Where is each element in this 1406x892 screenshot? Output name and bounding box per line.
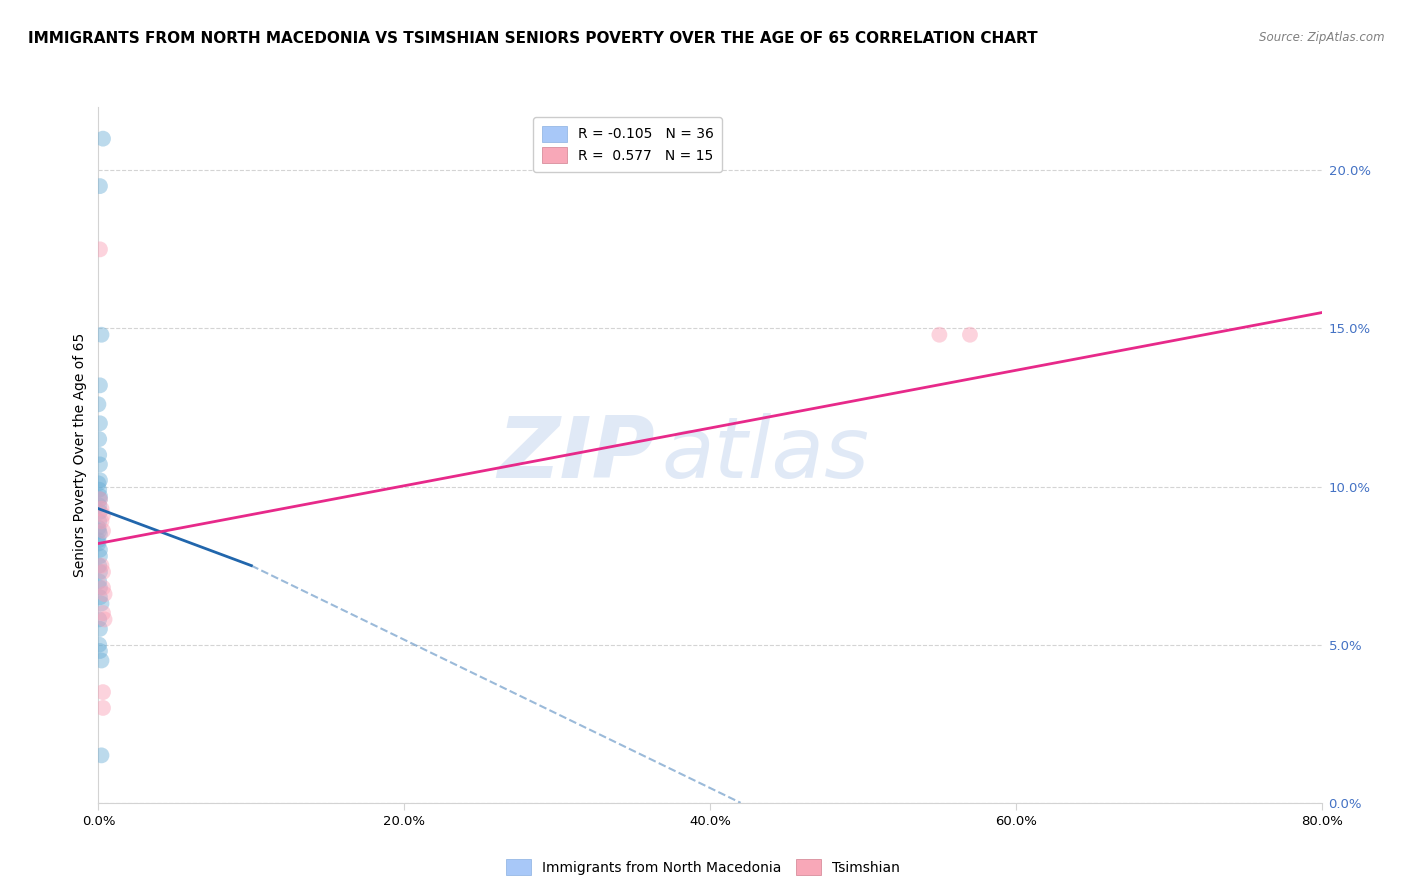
Point (90, 653, 112, 667)
Text: ZIP: ZIP (498, 413, 655, 497)
Point (89, 622, 111, 636)
Point (89, 612, 111, 626)
Point (89, 473, 111, 487)
Point (91, 581, 114, 595)
Legend: R = -0.105   N = 36, R =  0.577   N = 15: R = -0.105 N = 36, R = 0.577 N = 15 (533, 118, 723, 172)
Point (89, 644, 111, 658)
Point (89, 448, 111, 462)
Point (89, 549, 111, 563)
Point (91, 524, 114, 538)
Point (90, 501, 112, 516)
Point (89, 179, 111, 194)
Point (89, 458, 111, 472)
Point (91, 606, 114, 620)
Point (89, 492, 111, 507)
Point (89, 499, 111, 513)
Point (91, 701, 114, 715)
Point (89, 492, 111, 507)
Text: Source: ZipAtlas.com: Source: ZipAtlas.com (1260, 31, 1385, 45)
Point (89, 505, 111, 519)
Text: atlas: atlas (661, 413, 869, 497)
Point (89, 527, 111, 541)
Point (90, 327, 112, 342)
Point (87, 521, 110, 535)
Point (90, 514, 112, 528)
Y-axis label: Seniors Poverty Over the Age of 65: Seniors Poverty Over the Age of 65 (73, 333, 87, 577)
Point (89, 417, 111, 431)
Point (90, 597, 112, 611)
Point (959, 327, 981, 342)
Text: IMMIGRANTS FROM NORTH MACEDONIA VS TSIMSHIAN SENIORS POVERTY OVER THE AGE OF 65 : IMMIGRANTS FROM NORTH MACEDONIA VS TSIMS… (28, 31, 1038, 46)
Point (89, 489, 111, 503)
Point (91, 508, 114, 522)
Point (91, 565, 114, 579)
Point (87, 536, 110, 550)
Legend: Immigrants from North Macedonia, Tsimshian: Immigrants from North Macedonia, Tsimshi… (501, 854, 905, 880)
Point (89, 558, 111, 573)
Point (87, 397, 110, 411)
Point (89, 565, 111, 579)
Point (89, 243, 111, 257)
Point (928, 327, 950, 342)
Point (87, 476, 110, 491)
Point (89, 574, 111, 589)
Point (89, 581, 111, 595)
Point (89, 378, 111, 392)
Point (89, 524, 111, 538)
Point (89, 638, 111, 652)
Point (89, 514, 111, 528)
Point (89, 591, 111, 605)
Point (93, 587, 115, 601)
Point (89, 432, 111, 446)
Point (90, 558, 112, 573)
Point (91, 685, 114, 699)
Point (90, 748, 112, 763)
Point (89, 542, 111, 557)
Point (93, 612, 115, 626)
Point (87, 533, 110, 548)
Point (89, 483, 111, 497)
Point (91, 131, 114, 145)
